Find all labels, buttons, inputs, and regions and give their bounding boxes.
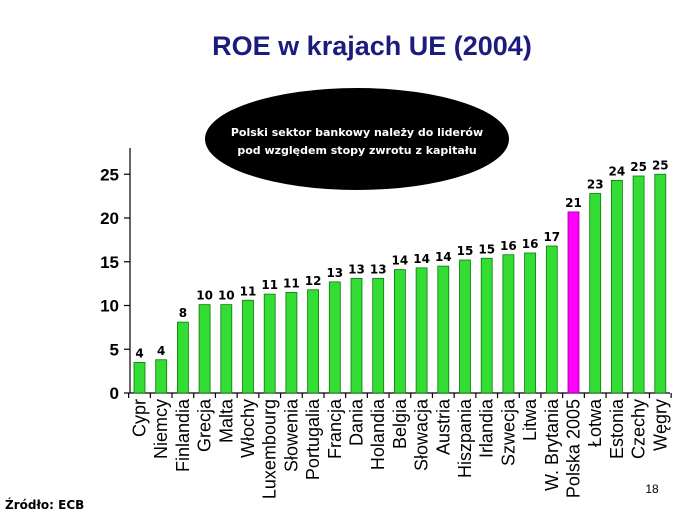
data-label-6: 11 <box>240 284 257 298</box>
category-label-6: Włochy <box>238 399 258 458</box>
data-label-14: 14 <box>413 252 430 266</box>
y-tick-label: 20 <box>100 209 119 228</box>
bar-16 <box>459 259 471 394</box>
category-label-14: Słowacja <box>412 398 432 471</box>
category-label-25: Węgry <box>650 399 670 451</box>
data-label-12: 13 <box>370 262 387 276</box>
category-label-19: Litwa <box>520 398 540 441</box>
data-label-15: 14 <box>435 250 452 264</box>
bar-19 <box>524 252 536 394</box>
category-label-18: Szwecja <box>498 398 518 466</box>
bar-9 <box>307 289 320 394</box>
data-label-24: 25 <box>630 160 647 174</box>
bar-14 <box>415 267 428 394</box>
bar-1 <box>133 361 146 394</box>
roe-bar-chart: 0 5 10 15 20 25 4 4 8 10 10 11 11 11 12 13 13 13 14 14 14 15… <box>100 148 672 499</box>
bar-series <box>133 173 667 394</box>
callout-line-1: Polski sektor bankowy należy do liderów <box>231 126 483 139</box>
data-label-19: 16 <box>522 237 539 251</box>
data-label-2: 4 <box>157 344 165 358</box>
data-label-13: 14 <box>392 254 409 268</box>
category-label-23: Estonia <box>607 398 627 459</box>
data-label-7: 11 <box>261 278 278 292</box>
category-label-13: Belgia <box>390 398 410 449</box>
y-tick-label: 15 <box>100 253 119 272</box>
y-tick-label: 5 <box>110 340 119 359</box>
bar-20 <box>545 245 558 394</box>
source-note: Źródło: ECB <box>5 497 84 512</box>
category-label-8: Słowenia <box>281 398 301 472</box>
bar-10 <box>328 281 341 394</box>
bar-12 <box>372 277 385 394</box>
data-label-17: 15 <box>478 242 495 256</box>
bar-3 <box>176 321 189 394</box>
bar-17 <box>480 257 493 394</box>
bar-23 <box>611 179 623 394</box>
bar-4 <box>198 304 211 394</box>
category-label-12: Holandia <box>368 398 388 470</box>
category-label-4: Grecja <box>195 398 215 452</box>
y-axis-ticks: 0 5 10 15 20 25 <box>100 165 130 403</box>
data-label-8: 11 <box>283 276 300 290</box>
category-label-7: Luxembourg <box>260 399 280 499</box>
callout-ellipse <box>205 88 509 190</box>
category-label-9: Portugalia <box>303 398 323 480</box>
data-label-10: 13 <box>326 266 343 280</box>
page-number: 18 <box>645 482 659 496</box>
bar-7 <box>263 293 276 394</box>
category-label-22: Łotwa <box>585 398 605 447</box>
y-tick-label: 0 <box>110 384 119 403</box>
data-label-25: 25 <box>652 158 669 172</box>
bar-8 <box>285 291 298 394</box>
data-label-3: 8 <box>179 306 187 320</box>
category-label-3: Finlandia <box>173 398 193 472</box>
category-label-15: Austria <box>433 398 453 455</box>
category-labels: Cypr Niemcy Finlandia Grecja Malta Włochy Luxe… <box>130 398 671 499</box>
data-label-5: 10 <box>218 289 235 303</box>
y-tick-label: 25 <box>100 165 119 184</box>
data-label-11: 13 <box>348 262 365 276</box>
data-label-18: 16 <box>500 239 517 253</box>
data-label-20: 17 <box>543 230 560 244</box>
data-label-16: 15 <box>457 244 474 258</box>
bar-13 <box>393 269 406 394</box>
category-label-17: Irlandia <box>477 398 497 458</box>
data-label-9: 12 <box>305 274 322 288</box>
category-label-5: Malta <box>216 398 236 443</box>
category-label-16: Hiszpania <box>455 398 475 478</box>
category-label-24: Czechy <box>629 399 649 459</box>
bar-25 <box>654 173 667 394</box>
category-label-21: Polska 2005 <box>564 399 584 498</box>
data-labels: 4 4 8 10 10 11 11 11 12 13 13 13 14 14 14 15 15 16 16 17 21 2… <box>135 158 668 360</box>
callout-line-2: pod względem stopy zwrotu z kapitału <box>237 144 476 157</box>
bar-2 <box>155 359 168 394</box>
bar-24 <box>632 175 645 394</box>
bar-18 <box>502 254 515 394</box>
page-title: ROE w krajach UE (2004) <box>212 31 532 61</box>
category-label-2: Niemcy <box>151 399 171 459</box>
category-label-1: Cypr <box>130 399 150 437</box>
category-label-11: Dania <box>347 398 367 446</box>
bar-15 <box>437 265 450 394</box>
callout: Polski sektor bankowy należy do liderów … <box>205 88 509 190</box>
bar-5 <box>220 304 233 394</box>
data-label-21: 21 <box>565 196 582 210</box>
bar-21 <box>567 211 580 394</box>
category-label-10: Francja <box>325 398 345 459</box>
data-label-1: 4 <box>135 346 143 360</box>
bar-22 <box>589 193 602 394</box>
data-label-4: 10 <box>196 289 213 303</box>
y-tick-label: 10 <box>100 297 119 316</box>
data-label-22: 23 <box>587 178 604 192</box>
data-label-23: 24 <box>609 164 626 178</box>
chart-axes <box>128 148 672 398</box>
bar-11 <box>350 277 363 394</box>
category-label-20: W. Brytania <box>542 398 562 491</box>
bar-6 <box>242 299 254 394</box>
